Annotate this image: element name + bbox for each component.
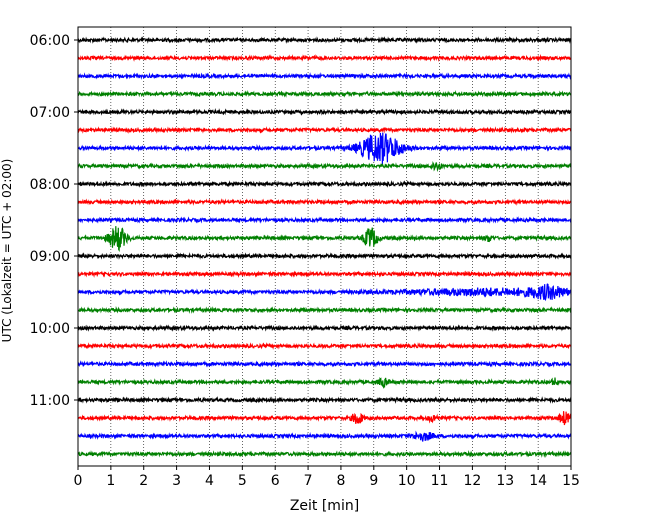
x-tick-label: 8 xyxy=(336,473,345,489)
trace-1000 xyxy=(77,324,572,332)
x-tick-label: 2 xyxy=(139,473,148,489)
trace-0900 xyxy=(77,252,572,260)
x-tick-label: 5 xyxy=(238,473,247,489)
y-tick-label: 08:00 xyxy=(30,177,70,193)
plot-frame xyxy=(77,26,572,467)
trace-1115 xyxy=(77,411,572,426)
trace-0945 xyxy=(77,306,572,314)
x-tick-label: 15 xyxy=(562,473,580,489)
trace-0630 xyxy=(77,72,572,80)
trace-1130 xyxy=(77,430,572,442)
y-tick-label: 09:00 xyxy=(30,249,70,265)
trace-0745 xyxy=(77,160,572,172)
trace-1145 xyxy=(77,450,572,458)
x-tick-label: 9 xyxy=(369,473,378,489)
trace-layer xyxy=(77,36,572,458)
y-tick-label: 10:00 xyxy=(30,321,70,337)
trace-0600 xyxy=(77,36,572,44)
x-tick-label: 12 xyxy=(463,473,481,489)
x-tick-label: 1 xyxy=(106,473,115,489)
trace-0730 xyxy=(77,132,572,165)
y-tick-label: 07:00 xyxy=(30,105,70,121)
trace-1015 xyxy=(77,342,572,350)
y-tick-label: 06:00 xyxy=(30,33,70,49)
trace-0800 xyxy=(77,180,572,188)
trace-0715 xyxy=(77,126,572,134)
x-tick-label: 13 xyxy=(496,473,514,489)
x-tick-label: 0 xyxy=(74,473,83,489)
trace-0615 xyxy=(77,54,572,62)
x-axis: 0 1 2 3 4 5 6 7 8 9 10 11 12 13 14 15 xyxy=(74,466,580,489)
trace-1100 xyxy=(77,396,572,404)
y-axis: 06:00 07:00 08:00 09:00 10:00 11:00 xyxy=(30,33,78,409)
trace-1045 xyxy=(77,377,572,389)
trace-0915 xyxy=(77,270,572,278)
trace-0830 xyxy=(77,216,572,224)
trace-0845 xyxy=(77,226,572,253)
y-tick-label: 11:00 xyxy=(30,393,70,409)
x-axis-title: Zeit [min] xyxy=(290,498,359,514)
x-tick-label: 11 xyxy=(431,473,449,489)
trace-1030 xyxy=(77,360,572,368)
x-tick-label: 4 xyxy=(205,473,214,489)
trace-0645 xyxy=(77,90,572,98)
x-tick-label: 6 xyxy=(271,473,280,489)
x-tick-label: 7 xyxy=(304,473,313,489)
y-axis-title: UTC (Lokalzeit = UTC + 02:00) xyxy=(0,159,14,343)
x-tick-label: 3 xyxy=(172,473,181,489)
grid-lines xyxy=(110,27,539,466)
trace-0930 xyxy=(77,283,572,302)
x-tick-label: 10 xyxy=(398,473,416,489)
x-tick-label: 14 xyxy=(529,473,547,489)
trace-0700 xyxy=(77,108,572,116)
trace-0815 xyxy=(77,198,572,206)
